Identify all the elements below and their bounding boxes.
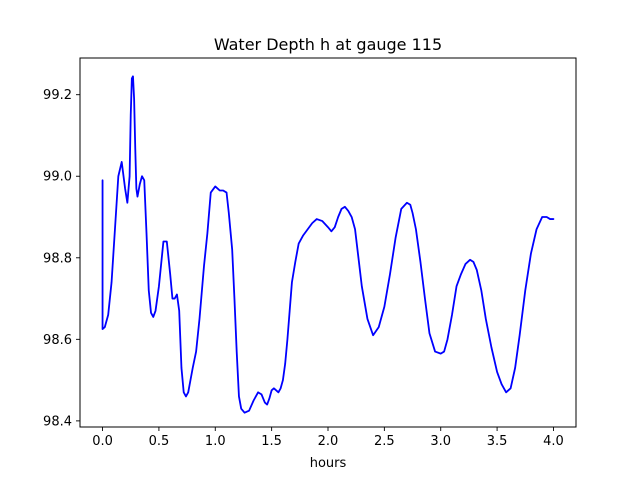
y-tick-label: 99.0 (43, 170, 72, 185)
plot-area: 0.0 0.5 1.0 1.5 2.0 2.5 3.0 3.5 4.0 98.4 98.6 98.8 9… (43, 57, 577, 449)
axes-frame (79, 57, 577, 428)
x-tick-label: 0.0 (92, 434, 113, 449)
x-tick-label: 1.5 (261, 434, 282, 449)
x-tick-label: 2.0 (318, 434, 339, 449)
x-tick-label: 3.0 (430, 434, 451, 449)
series-line-0 (101, 75, 555, 414)
x-tick-label: 3.5 (487, 434, 508, 449)
y-tick-label: 98.4 (43, 414, 72, 429)
y-tick-label: 99.2 (43, 88, 72, 103)
chart-title: Water Depth h at gauge 115 (214, 35, 442, 54)
x-tick-label: 4.0 (543, 434, 564, 449)
x-tick-label: 1.0 (205, 434, 226, 449)
y-tick-label: 98.8 (43, 251, 72, 266)
x-axis-label: hours (310, 456, 347, 471)
x-tick-label: 2.5 (374, 434, 395, 449)
y-tick-label: 98.6 (43, 333, 72, 348)
x-tick-label: 0.5 (149, 434, 170, 449)
